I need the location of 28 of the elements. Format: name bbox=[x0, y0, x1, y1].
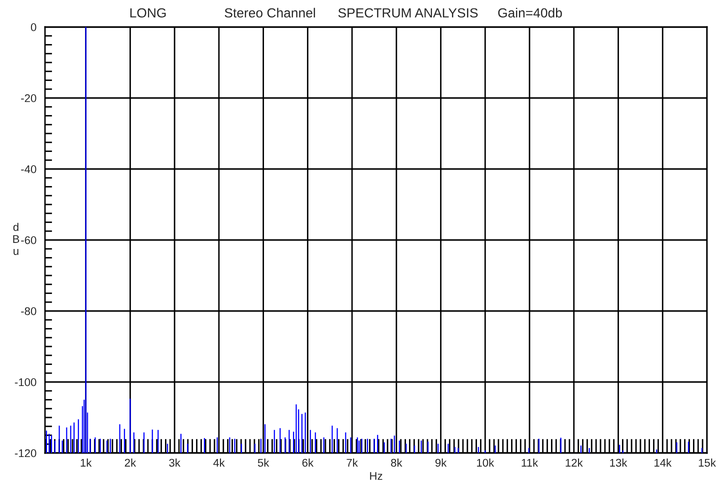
y-tick-label: -60 bbox=[21, 236, 36, 244]
y-tick-label: 0 bbox=[30, 23, 36, 32]
x-tick-label: 1k bbox=[80, 458, 92, 467]
y-axis-title: dBu bbox=[13, 222, 20, 255]
x-tick-label: 5k bbox=[258, 458, 270, 467]
chart-title: SPECTRUM ANALYSIS bbox=[338, 8, 478, 18]
x-tick-label: 8k bbox=[391, 458, 402, 467]
x-tick-label: 12k bbox=[566, 458, 583, 467]
x-tick-label: 10k bbox=[477, 458, 494, 467]
y-tick-label: -80 bbox=[21, 307, 36, 316]
y-tick-label: -120 bbox=[14, 449, 36, 458]
text: LONG bbox=[130, 8, 166, 18]
x-tick-label: 3k bbox=[169, 458, 180, 467]
x-tick-label: 11k bbox=[522, 458, 538, 467]
x-tick-label: 2k bbox=[124, 458, 136, 467]
x-tick-label: 4k bbox=[213, 458, 225, 467]
text: Stereo Channel bbox=[224, 8, 315, 18]
x-tick-label: 9k bbox=[435, 458, 447, 467]
text: Gain=40db bbox=[498, 8, 562, 18]
x-tick-label: 15k bbox=[698, 458, 716, 467]
x-tick-label: 6k bbox=[302, 458, 314, 467]
x-tick-label: 14k bbox=[654, 458, 672, 467]
y-tick-label: -20 bbox=[21, 94, 36, 102]
x-tick-label: 7k bbox=[346, 458, 358, 467]
x-axis-title: Hz bbox=[370, 472, 382, 480]
y-tick-label: -40 bbox=[21, 165, 36, 174]
y-tick-label: -100 bbox=[14, 378, 36, 386]
x-tick-label: 13k bbox=[610, 458, 628, 467]
